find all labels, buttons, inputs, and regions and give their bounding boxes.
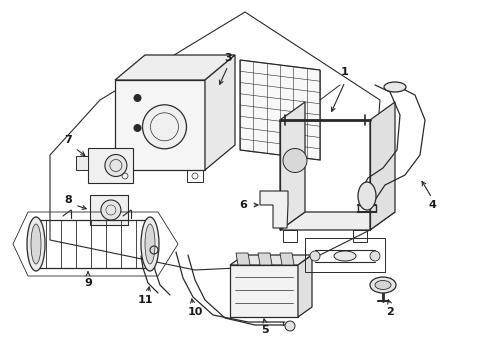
Text: 2: 2 bbox=[386, 307, 394, 317]
Ellipse shape bbox=[141, 217, 159, 271]
Text: 3: 3 bbox=[224, 53, 232, 63]
Circle shape bbox=[101, 200, 121, 220]
Circle shape bbox=[310, 251, 320, 261]
Polygon shape bbox=[115, 55, 235, 80]
Text: 4: 4 bbox=[428, 200, 436, 210]
Circle shape bbox=[370, 251, 380, 261]
Circle shape bbox=[143, 105, 187, 149]
Polygon shape bbox=[280, 102, 305, 230]
Polygon shape bbox=[370, 102, 395, 230]
Polygon shape bbox=[260, 191, 288, 228]
Polygon shape bbox=[280, 212, 395, 230]
Polygon shape bbox=[230, 265, 298, 317]
Text: 6: 6 bbox=[239, 200, 247, 210]
Ellipse shape bbox=[358, 182, 376, 210]
Ellipse shape bbox=[31, 224, 41, 264]
Text: 8: 8 bbox=[64, 195, 72, 205]
Polygon shape bbox=[205, 55, 235, 170]
Ellipse shape bbox=[27, 217, 45, 271]
Polygon shape bbox=[280, 253, 294, 265]
Text: 1: 1 bbox=[341, 67, 349, 77]
Circle shape bbox=[283, 149, 307, 172]
Text: 5: 5 bbox=[261, 325, 269, 335]
Polygon shape bbox=[115, 80, 205, 170]
Circle shape bbox=[285, 321, 295, 331]
Polygon shape bbox=[236, 253, 250, 265]
Circle shape bbox=[105, 154, 127, 176]
Polygon shape bbox=[258, 253, 272, 265]
Polygon shape bbox=[90, 195, 128, 225]
Polygon shape bbox=[230, 255, 312, 265]
Polygon shape bbox=[76, 156, 88, 170]
Circle shape bbox=[133, 124, 142, 132]
Text: 11: 11 bbox=[137, 295, 153, 305]
Ellipse shape bbox=[375, 280, 391, 289]
Ellipse shape bbox=[384, 82, 406, 92]
Ellipse shape bbox=[370, 277, 396, 293]
Polygon shape bbox=[88, 148, 133, 183]
Text: 9: 9 bbox=[84, 278, 92, 288]
Text: 7: 7 bbox=[64, 135, 72, 145]
Circle shape bbox=[133, 94, 142, 102]
Text: 10: 10 bbox=[187, 307, 203, 317]
Ellipse shape bbox=[334, 251, 356, 261]
Ellipse shape bbox=[145, 224, 155, 264]
Polygon shape bbox=[298, 255, 312, 317]
Polygon shape bbox=[240, 60, 320, 160]
